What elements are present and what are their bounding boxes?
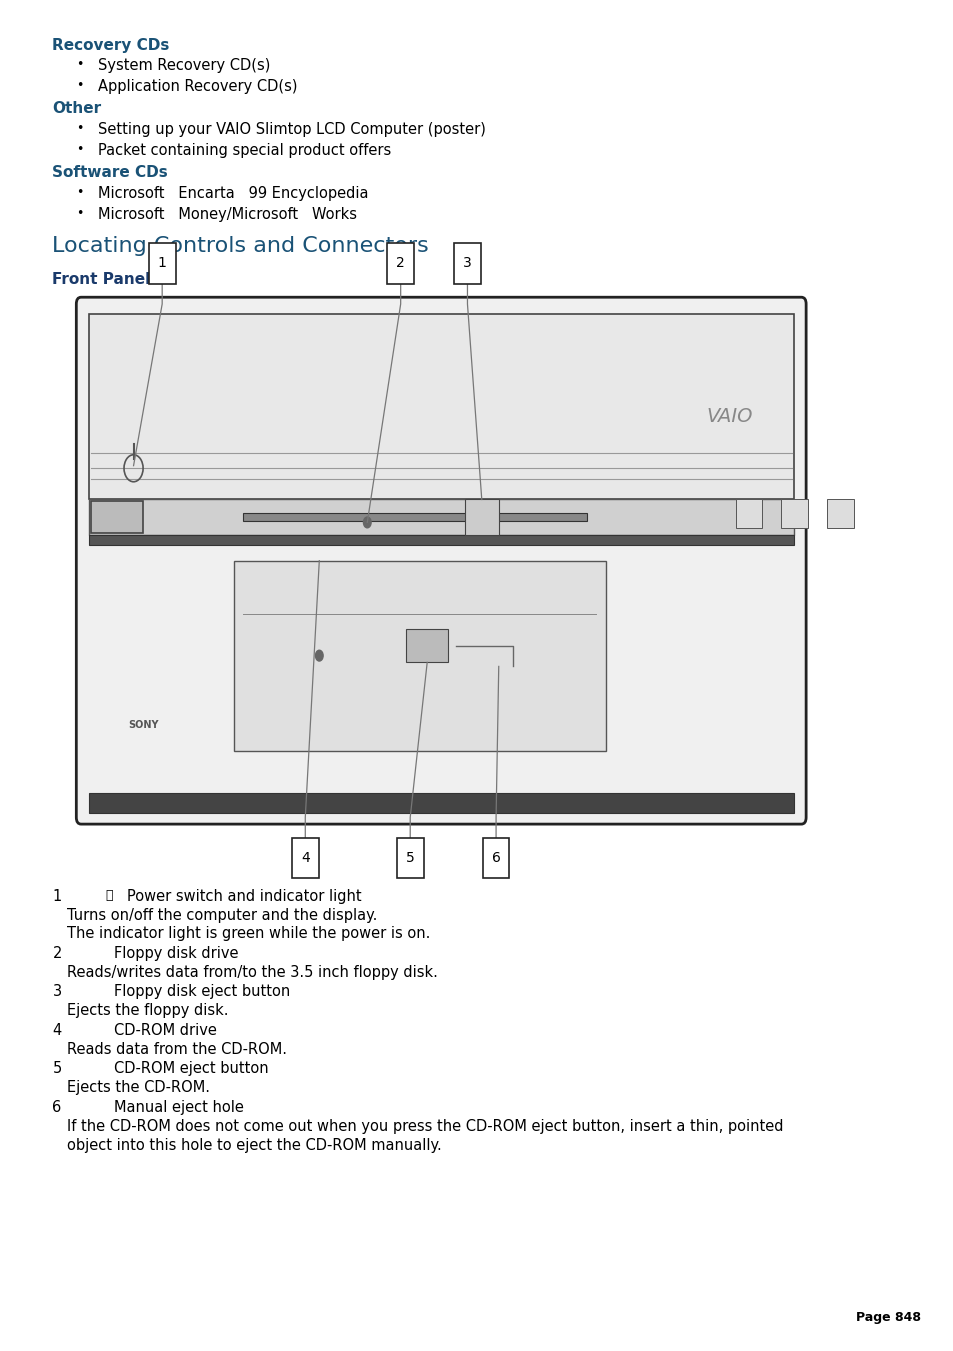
- Text: Manual eject hole: Manual eject hole: [114, 1100, 244, 1115]
- Text: ⏻: ⏻: [105, 889, 112, 902]
- Text: Reads data from the CD-ROM.: Reads data from the CD-ROM.: [67, 1042, 287, 1056]
- Text: Page 848: Page 848: [855, 1310, 920, 1324]
- Text: •: •: [76, 123, 84, 135]
- Bar: [89, 315, 793, 499]
- Text: System Recovery CD(s): System Recovery CD(s): [98, 58, 271, 73]
- Text: •: •: [76, 186, 84, 200]
- Text: Recovery CDs: Recovery CDs: [52, 38, 170, 53]
- Text: •: •: [76, 78, 84, 92]
- Text: HD: HD: [834, 508, 845, 515]
- Bar: [387, 243, 414, 284]
- Text: 5: 5: [52, 1062, 62, 1077]
- Text: 4: 4: [52, 1023, 62, 1038]
- Text: Front Panel: Front Panel: [52, 272, 151, 286]
- FancyBboxPatch shape: [76, 297, 805, 824]
- Text: Floppy disk drive: Floppy disk drive: [114, 946, 239, 961]
- Text: 3: 3: [462, 257, 472, 270]
- Bar: [292, 838, 318, 878]
- Text: Application Recovery CD(s): Application Recovery CD(s): [98, 78, 297, 95]
- Bar: [243, 513, 586, 521]
- Text: 1: 1: [157, 257, 167, 270]
- Text: •: •: [76, 58, 84, 72]
- Text: Software CDs: Software CDs: [52, 166, 168, 181]
- Bar: [454, 243, 480, 284]
- Bar: [89, 499, 793, 535]
- Text: Other: Other: [52, 101, 101, 116]
- Text: 1: 1: [52, 889, 62, 904]
- Text: •: •: [76, 143, 84, 157]
- Text: Ejects the floppy disk.: Ejects the floppy disk.: [67, 1002, 228, 1019]
- Text: Setting up your VAIO Slimtop LCD Computer (poster): Setting up your VAIO Slimtop LCD Compute…: [98, 123, 486, 138]
- Bar: [91, 501, 143, 534]
- Text: 6: 6: [52, 1100, 62, 1115]
- Text: SONY: SONY: [128, 720, 158, 730]
- Text: Power switch and indicator light: Power switch and indicator light: [127, 889, 361, 904]
- Bar: [735, 499, 761, 528]
- Bar: [781, 499, 807, 528]
- Text: Floppy disk eject button: Floppy disk eject button: [114, 984, 291, 1000]
- Text: Microsoft   Encarta   99 Encyclopedia: Microsoft Encarta 99 Encyclopedia: [98, 186, 369, 201]
- Text: FD: FD: [743, 508, 753, 515]
- Text: Microsoft   Money/Microsoft   Works: Microsoft Money/Microsoft Works: [98, 208, 356, 223]
- Bar: [89, 535, 793, 546]
- Text: The indicator light is green while the power is on.: The indicator light is green while the p…: [67, 927, 430, 942]
- Bar: [406, 628, 448, 662]
- Text: 4: 4: [300, 851, 310, 865]
- Circle shape: [363, 517, 371, 528]
- Text: CD-ROM eject button: CD-ROM eject button: [114, 1062, 269, 1077]
- Text: •: •: [76, 208, 84, 220]
- Text: CD-ROM drive: CD-ROM drive: [114, 1023, 217, 1038]
- Text: CD: CD: [789, 508, 799, 515]
- Text: Locating Controls and Connectors: Locating Controls and Connectors: [52, 236, 429, 257]
- Text: If the CD-ROM does not come out when you press the CD-ROM eject button, insert a: If the CD-ROM does not come out when you…: [67, 1119, 782, 1133]
- Text: 2: 2: [52, 946, 62, 961]
- Text: VAIO: VAIO: [706, 408, 752, 427]
- Bar: [233, 561, 605, 751]
- Text: object into this hole to eject the CD-ROM manually.: object into this hole to eject the CD-RO…: [67, 1138, 441, 1152]
- Text: 3: 3: [52, 984, 62, 1000]
- Bar: [826, 499, 853, 528]
- Text: 2: 2: [395, 257, 405, 270]
- Bar: [149, 243, 175, 284]
- Text: Packet containing special product offers: Packet containing special product offers: [98, 143, 391, 158]
- Text: 6: 6: [491, 851, 500, 865]
- Bar: [464, 500, 498, 535]
- Bar: [396, 838, 423, 878]
- Text: Ejects the CD-ROM.: Ejects the CD-ROM.: [67, 1081, 210, 1096]
- Bar: [482, 838, 509, 878]
- Text: 5: 5: [405, 851, 415, 865]
- Circle shape: [315, 650, 323, 661]
- Text: Turns on/off the computer and the display.: Turns on/off the computer and the displa…: [67, 908, 376, 923]
- Bar: [89, 793, 793, 813]
- Text: Reads/writes data from/to the 3.5 inch floppy disk.: Reads/writes data from/to the 3.5 inch f…: [67, 965, 437, 979]
